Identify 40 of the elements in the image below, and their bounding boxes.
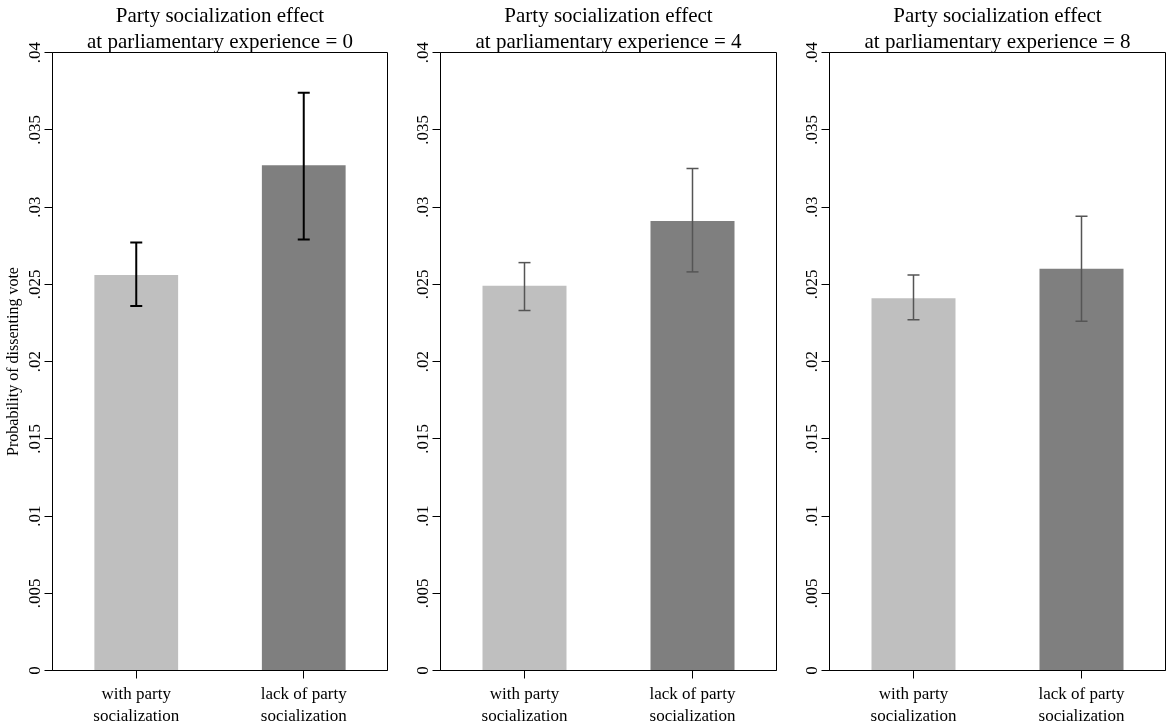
y-tick-label: 0 — [412, 666, 432, 675]
y-tick-label: .035 — [24, 114, 44, 145]
y-tick-label: .015 — [801, 423, 821, 454]
y-tick-label: .04 — [412, 41, 432, 64]
y-tick-label: .01 — [801, 505, 821, 527]
x-tick-label: lack of party socialization — [1038, 683, 1125, 726]
y-tick-label: .035 — [801, 114, 821, 145]
y-tick-label: 0 — [801, 666, 821, 675]
chart-subtitle: at parliamentary experience = 4 — [475, 28, 743, 53]
y-tick-label: .035 — [412, 114, 432, 145]
y-tick-label: .02 — [801, 350, 821, 373]
y-tick-label: .02 — [412, 350, 432, 373]
y-axis-title: Probability of dissenting vote — [3, 267, 22, 456]
y-tick-label: .04 — [801, 41, 821, 64]
chart-subtitle: at parliamentary experience = 0 — [86, 28, 354, 53]
x-tick-label: with party socialization — [481, 683, 568, 726]
x-tick-label: with party socialization — [93, 683, 180, 726]
y-tick-label: .025 — [412, 269, 432, 300]
chart-title: Party socialization effect — [115, 2, 325, 27]
chart-subtitle: at parliamentary experience = 8 — [864, 28, 1131, 53]
x-tick-label: lack of party socialization — [260, 683, 348, 726]
y-tick-label: .01 — [412, 505, 432, 527]
y-tick-label: .03 — [24, 196, 44, 218]
y-tick-label: .01 — [24, 505, 44, 527]
y-tick-label: .03 — [412, 196, 432, 218]
y-tick-label: .02 — [24, 350, 44, 373]
chart-title: Party socialization effect — [504, 2, 713, 27]
y-tick-label: .015 — [412, 423, 432, 454]
y-tick-label: .025 — [24, 269, 44, 300]
y-tick-label: .005 — [24, 578, 44, 609]
y-tick-label: .015 — [24, 423, 44, 454]
y-tick-label: .025 — [801, 269, 821, 300]
y-tick-label: .03 — [801, 196, 821, 218]
y-tick-label: .005 — [412, 578, 432, 609]
y-tick-label: .005 — [801, 578, 821, 609]
y-tick-label: 0 — [24, 666, 44, 675]
chart-title: Party socialization effect — [893, 2, 1102, 27]
x-tick-label: with party socialization — [870, 683, 957, 726]
x-tick-label: lack of party socialization — [649, 683, 736, 726]
y-tick-label: .04 — [24, 41, 44, 64]
